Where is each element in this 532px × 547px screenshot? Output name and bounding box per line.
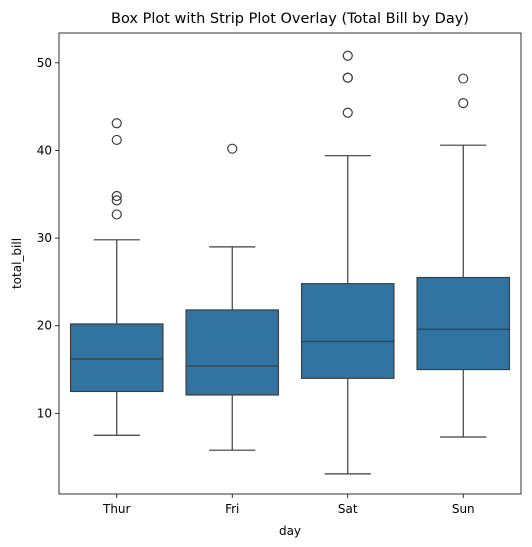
box-iqr [300,283,395,379]
outlier-point [458,98,469,109]
outlier-point [111,190,122,202]
boxes-layer [69,50,511,475]
box-group-sat [300,50,395,475]
outlier-point [342,72,353,83]
box-group-fri [185,143,280,451]
outlier-point [111,118,122,129]
box-iqr [185,309,280,396]
x-axis: Thur Fri Sat Sun [102,494,475,516]
y-tick-label: 50 [37,56,52,70]
box-iqr [69,323,164,393]
chart-title: Box Plot with Strip Plot Overlay (Total … [111,11,469,27]
x-tick-label: Thur [102,502,131,516]
x-tick-label: Fri [225,502,239,516]
outlier-point [458,73,469,84]
plot-area-frame [58,32,522,495]
y-axis: 10 20 30 40 50 [37,56,59,420]
y-axis-label: total_bill [10,238,24,289]
outlier-point [342,50,353,61]
outlier-point [111,209,122,220]
y-tick-label: 30 [37,231,52,245]
x-tick-label: Sun [452,502,475,516]
outlier-point [342,107,353,118]
outlier-point [227,143,238,154]
y-tick-label: 20 [37,319,52,333]
outlier-point [111,195,122,206]
x-axis-label: day [279,524,301,538]
box-group-sun [416,73,511,438]
y-tick-label: 40 [37,143,52,157]
y-tick-label: 10 [37,406,52,420]
box-group-thur [69,118,164,436]
x-tick-label: Sat [338,502,358,516]
outlier-point [111,134,122,146]
box-iqr [416,276,511,371]
